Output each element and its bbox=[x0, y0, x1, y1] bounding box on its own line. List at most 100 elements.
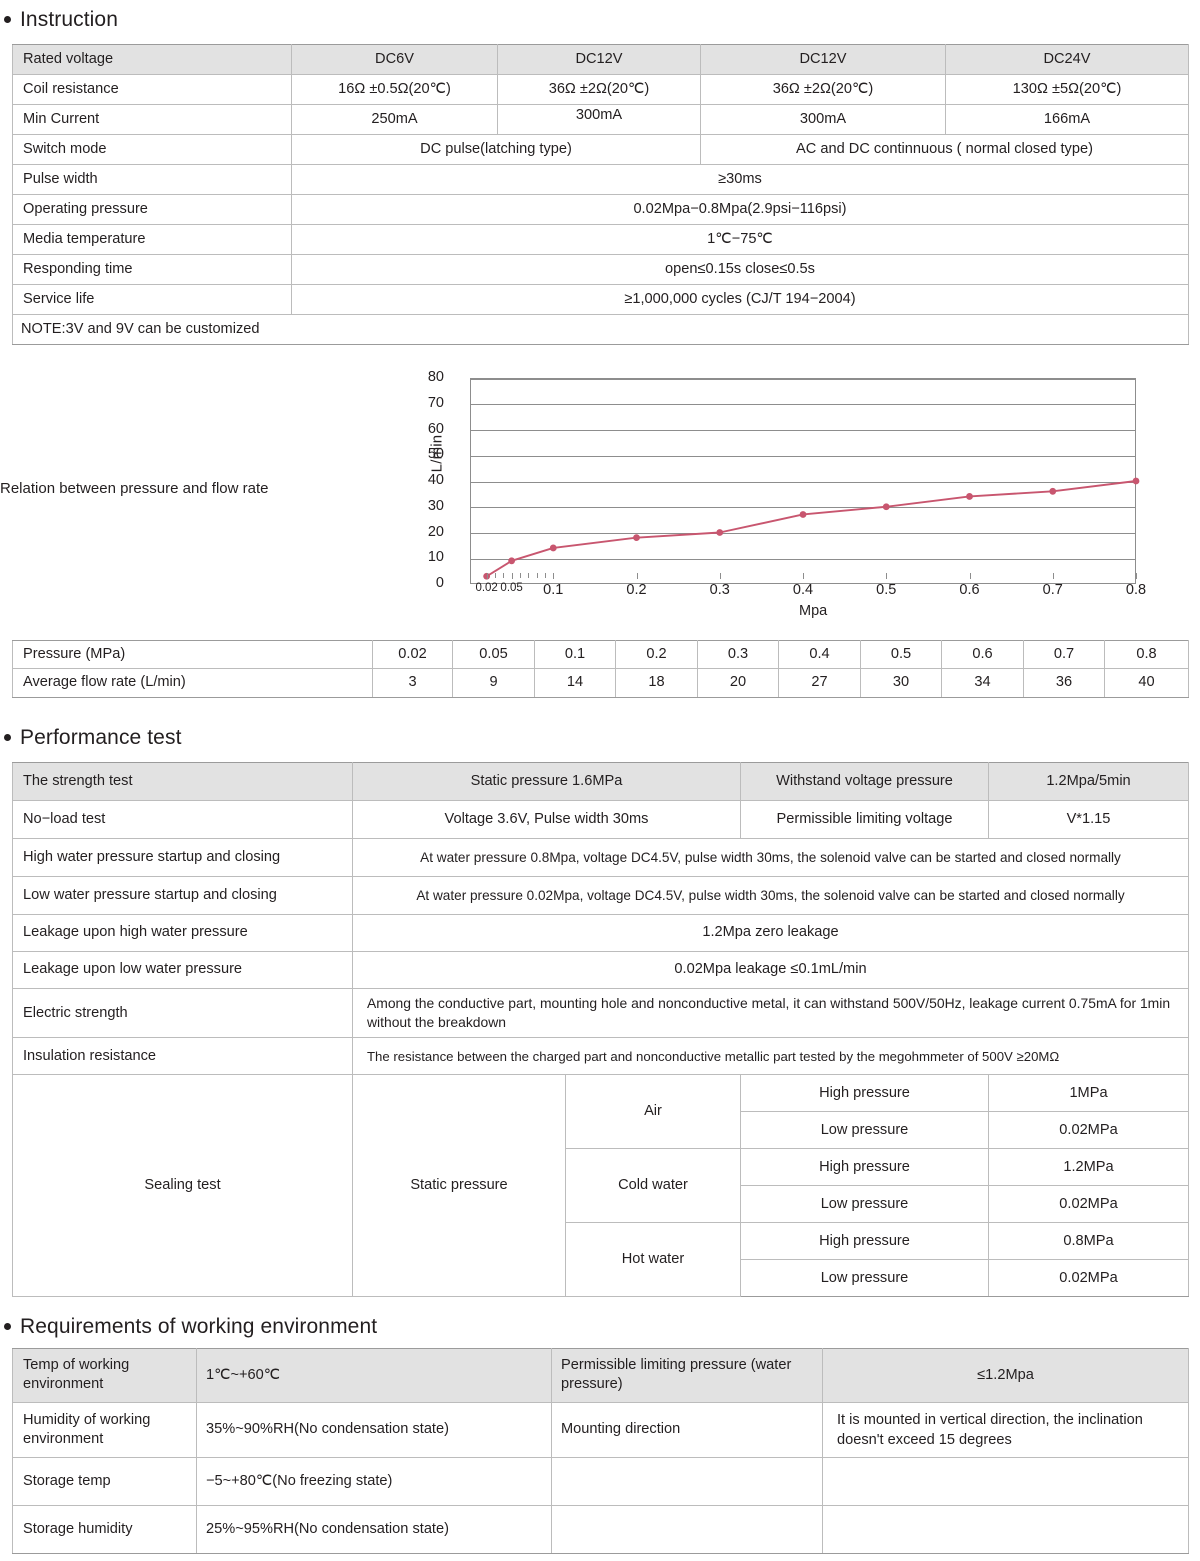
chart-x-tick-mark bbox=[486, 573, 488, 579]
table-row: Media temperature 1℃−75℃ bbox=[12, 224, 1189, 255]
row-label-humidity-working-env: Humidity of working environment bbox=[12, 1401, 197, 1459]
chart-y-tick-label: 10 bbox=[427, 549, 444, 566]
chart-data-point-5 bbox=[799, 511, 807, 518]
chart-data-point-8 bbox=[1049, 487, 1057, 495]
cell-flow-1: 9 bbox=[452, 668, 535, 698]
cell-pressure-1: 0.05 bbox=[452, 639, 535, 670]
cell-sealing-mode: Static pressure bbox=[352, 1074, 566, 1298]
bullet-icon bbox=[4, 16, 11, 23]
row-label-service-life: Service life bbox=[12, 284, 292, 315]
cell-sealing-value-air-high: 1MPa bbox=[988, 1074, 1189, 1113]
cell-low-water-startup: At water pressure 0.02Mpa, voltage DC4.5… bbox=[352, 876, 1189, 915]
table-row-note: NOTE:3V and 9V can be customized bbox=[12, 314, 1189, 345]
chart-y-tick-label: 0 bbox=[435, 575, 444, 591]
cell-flow-0: 3 bbox=[372, 668, 453, 698]
chart-x-tick-mark-minor bbox=[528, 573, 530, 578]
chart-gridline bbox=[471, 533, 1135, 534]
table-row: Pulse width ≥30ms bbox=[12, 164, 1189, 195]
cell-min-current-4: 166mA bbox=[945, 104, 1189, 135]
cell-noload-voltage: Voltage 3.6V, Pulse width 30ms bbox=[352, 800, 741, 839]
chart-x-tick-label: 0.3 bbox=[709, 582, 730, 598]
chart-x-tick-mark-minor bbox=[519, 573, 521, 578]
row-label-electric-strength: Electric strength bbox=[12, 987, 353, 1039]
cell-sealing-medium-hot-water: Hot water bbox=[565, 1222, 741, 1298]
row-label-temp-working-env: Temp of working environment bbox=[12, 1348, 197, 1403]
chart-data-point-9 bbox=[1132, 477, 1140, 485]
chart-data-point-2 bbox=[549, 544, 557, 552]
cell-storage-temp-value: −5~+80℃(No freezing state) bbox=[196, 1457, 552, 1507]
chart-x-axis-label: Mpa bbox=[799, 603, 828, 619]
chart-x-tick-mark-minor bbox=[536, 573, 538, 578]
cell-coil-resistance-2: 36Ω ±2Ω(20℃) bbox=[497, 74, 701, 105]
performance-test-table: The strength test Static pressure 1.6MPa… bbox=[12, 762, 1189, 1298]
chart-x-tick-mark-minor bbox=[503, 573, 505, 578]
cell-sealing-level-hot-low: Low pressure bbox=[740, 1259, 989, 1298]
cell-rated-voltage-2: DC12V bbox=[497, 44, 701, 75]
cell-storage-humidity-blank-2 bbox=[822, 1505, 1189, 1555]
chart-gridline bbox=[471, 558, 1135, 560]
row-label-pressure: Pressure (MPa) bbox=[12, 639, 373, 670]
chart-y-tick-label: 50 bbox=[427, 446, 444, 463]
cell-pressure-8: 0.7 bbox=[1023, 639, 1105, 670]
cell-noload-value: V*1.15 bbox=[988, 800, 1189, 839]
cell-service-life: ≥1,000,000 cycles (CJ/T 194−2004) bbox=[291, 284, 1189, 315]
cell-sealing-value-hot-high: 0.8MPa bbox=[988, 1222, 1189, 1261]
chart-x-tick-mark-minor bbox=[544, 573, 546, 578]
cell-flow-3: 18 bbox=[615, 668, 698, 698]
table-row: Storage humidity 25%~95%RH(No condensati… bbox=[12, 1505, 1189, 1555]
chart-x-tick-mark bbox=[1136, 573, 1137, 579]
table-row: Pressure (MPa) 0.02 0.05 0.1 0.2 0.3 0.4 0.5 0.… bbox=[12, 639, 1189, 670]
table-row: Insulation resistance The resistance bet… bbox=[12, 1037, 1189, 1076]
cell-coil-resistance-3: 36Ω ±2Ω(20℃) bbox=[700, 74, 946, 105]
cell-rated-voltage-3: DC12V bbox=[700, 44, 946, 75]
working-environment-table: Temp of working environment 1℃~+60℃ Perm… bbox=[12, 1348, 1189, 1555]
table-row: Humidity of working environment 35%~90%R… bbox=[12, 1401, 1189, 1459]
table-row: The strength test Static pressure 1.6MPa… bbox=[12, 762, 1189, 801]
chart-y-tick-label: 40 bbox=[427, 472, 444, 488]
cell-responding-time: open≤0.15s close≤0.5s bbox=[291, 254, 1189, 285]
chart-x-tick-mark bbox=[553, 573, 555, 579]
cell-storage-temp-blank-1 bbox=[551, 1457, 823, 1507]
cell-min-current-2: 300mA bbox=[497, 104, 701, 135]
chart-x-tick-label: 0.2 bbox=[626, 582, 647, 598]
cell-insulation-resistance: The resistance between the charged part … bbox=[352, 1037, 1189, 1076]
cell-pressure-9: 0.8 bbox=[1104, 639, 1189, 670]
cell-leakage-high: 1.2Mpa zero leakage bbox=[352, 914, 1189, 952]
chart-x-tick-mark-minor bbox=[494, 573, 496, 578]
cell-pressure-0: 0.02 bbox=[372, 639, 453, 670]
cell-storage-humidity-blank-1 bbox=[551, 1505, 823, 1555]
row-label-rated-voltage: Rated voltage bbox=[12, 44, 292, 75]
cell-storage-humidity-value: 25%~95%RH(No condensation state) bbox=[196, 1505, 552, 1555]
cell-sealing-level-air-high: High pressure bbox=[740, 1074, 989, 1113]
cell-pressure-6: 0.5 bbox=[860, 639, 942, 670]
row-label-average-flow: Average flow rate (L/min) bbox=[12, 668, 373, 698]
section-heading-instruction: Instruction bbox=[4, 8, 118, 32]
chart-data-point-4 bbox=[716, 529, 724, 536]
cell-pressure-4: 0.3 bbox=[697, 639, 779, 670]
chart-x-tick-label: 0.4 bbox=[792, 582, 814, 598]
cell-leakage-low: 0.02Mpa leakage ≤0.1mL/min bbox=[352, 951, 1189, 989]
cell-temp-working-env-value: 1℃~+60℃ bbox=[196, 1348, 552, 1403]
table-row: Temp of working environment 1℃~+60℃ Perm… bbox=[12, 1348, 1189, 1403]
cell-coil-resistance-4: 130Ω ±5Ω(20℃) bbox=[945, 74, 1189, 105]
row-label-storage-temp: Storage temp bbox=[12, 1457, 197, 1507]
chart-y-tick-label: 30 bbox=[427, 497, 444, 514]
row-label-low-water-startup: Low water pressure startup and closing bbox=[12, 876, 353, 915]
chart-wrapper: L/min 0 10 20 30 40 50 60 70 80 0.02 0.05 0.1 0.2 0.3… bbox=[428, 367, 1150, 619]
cell-high-water-startup: At water pressure 0.8Mpa, voltage DC4.5V… bbox=[352, 838, 1189, 877]
table-row: Operating pressure 0.02Mpa−0.8Mpa(2.9psi… bbox=[12, 194, 1189, 225]
chart-data-series bbox=[483, 477, 1140, 580]
cell-sealing-medium-cold-water: Cold water bbox=[565, 1148, 741, 1224]
chart-x-tick-mark bbox=[969, 573, 971, 579]
table-row: Storage temp −5~+80℃(No freezing state) bbox=[12, 1457, 1189, 1507]
cell-noload-permissible: Permissible limiting voltage bbox=[740, 800, 989, 839]
row-label-pulse-width: Pulse width bbox=[12, 164, 292, 195]
section-title-performance: Performance test bbox=[20, 726, 182, 749]
cell-permissible-limiting-pressure-value: ≤1.2Mpa bbox=[822, 1348, 1189, 1403]
cell-sealing-level-cold-high: High pressure bbox=[740, 1148, 989, 1187]
row-label-sealing-test: Sealing test bbox=[12, 1074, 353, 1298]
table-row: Electric strength Among the conductive p… bbox=[12, 987, 1189, 1039]
table-row: Rated voltage DC6V DC12V DC12V DC24V bbox=[12, 44, 1189, 75]
chart-gridline bbox=[471, 507, 1135, 509]
section-heading-environment: Requirements of working environment bbox=[4, 1315, 377, 1339]
